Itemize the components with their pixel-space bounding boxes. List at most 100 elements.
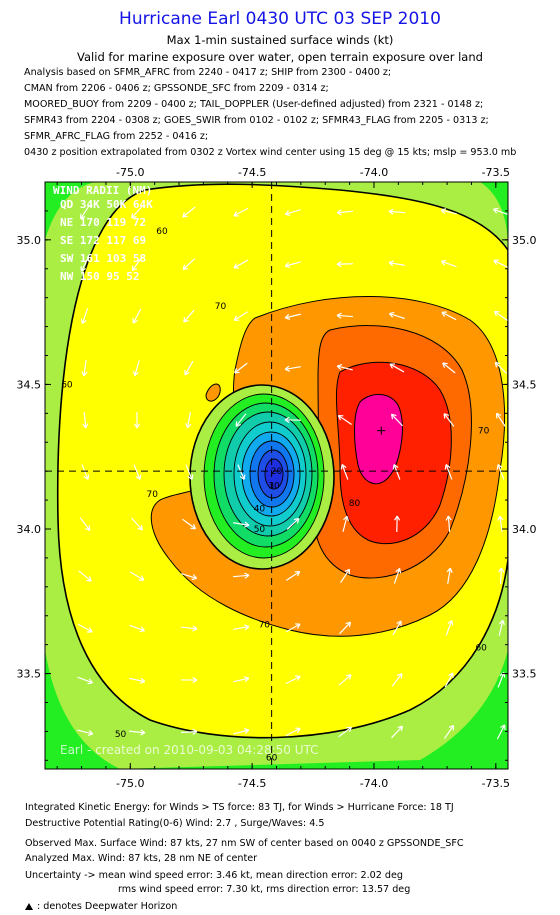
- x-tick-label-top: -74.0: [360, 166, 388, 179]
- wind-arrow: [342, 515, 350, 532]
- wind-arrow: [336, 209, 354, 216]
- analysis-line-1: Analysis based on SFMR_AFRC from 2240 - …: [24, 67, 392, 78]
- contour-field: [45, 182, 508, 769]
- wind-radii-row-ne: NE 170 119 72: [60, 216, 146, 229]
- wind-radii-row-nw: NW 150 95 52: [60, 270, 139, 283]
- wind-arrow: [80, 308, 89, 325]
- wind-arrow: [339, 621, 352, 635]
- wind-arrow: [391, 725, 404, 739]
- wind-arrow: [445, 620, 454, 636]
- contour-labels: 60 60 70 70 70 70 60 60 50 80 50 40 30 20: [61, 227, 489, 763]
- wind-arrow: [493, 259, 508, 269]
- wind-arrow: [445, 515, 452, 533]
- wind-arrow: [233, 259, 249, 269]
- contour-label: 40: [254, 505, 266, 515]
- wind-arrow: [340, 464, 349, 480]
- y-tick-label-left: 33.5: [17, 668, 42, 681]
- ike-line: Integrated Kinetic Energy: for Winds > T…: [25, 802, 454, 813]
- wind-arrow: [129, 677, 146, 684]
- wind-arrow: [235, 413, 247, 427]
- wind-arrow: [128, 729, 146, 736]
- wind-arrow: [237, 464, 246, 480]
- x-tick-label-top: -73.5: [482, 166, 510, 179]
- wind-arrow: [132, 308, 142, 324]
- wind-arrow: [338, 726, 352, 738]
- wind-arrow: [340, 568, 351, 583]
- wind-arrow: [446, 567, 453, 584]
- wind-arrow: [79, 517, 91, 531]
- wind-arrow: [182, 518, 197, 530]
- x-tick-label-top: -75.0: [116, 166, 144, 179]
- contour-label: 70: [146, 490, 158, 500]
- wind-radii-row-se: SE 172 117 69: [60, 234, 146, 247]
- chart-title: Hurricane Earl 0430 UTC 03 SEP 2010: [119, 9, 441, 29]
- eye-wind-minimum: [189, 384, 335, 570]
- contour-label: 50: [254, 525, 266, 535]
- watermark: Earl - created on 2010-09-03 04:28:50 UT…: [60, 743, 319, 757]
- contour-label: 60: [61, 380, 73, 390]
- subtitle-exposure: Valid for marine exposure over water, op…: [77, 50, 483, 64]
- wind-arrow: [131, 257, 143, 272]
- analysis-line-5: SFMR_AFRC_FLAG from 2252 - 0416 z;: [24, 131, 209, 142]
- y-tick-label-right: 34.5: [512, 378, 537, 391]
- wind-arrow: [232, 572, 250, 579]
- wind-arrow: [180, 625, 198, 632]
- wind-arrow: [394, 515, 401, 533]
- wind-arrow: [284, 261, 301, 269]
- deepwater-horizon-marker-icon: [25, 903, 33, 910]
- wind-arrow: [496, 724, 506, 740]
- wind-arrow: [284, 365, 301, 372]
- wind-arrow: [493, 310, 508, 322]
- wind-arrow: [285, 623, 301, 633]
- wind-arrow: [388, 311, 405, 320]
- wind-arrow: [184, 360, 194, 376]
- wind-arrow: [233, 676, 250, 683]
- wind-arrow: [388, 260, 405, 267]
- fill-max-core: [354, 394, 403, 485]
- wind-arrow: [182, 258, 196, 271]
- y-tick-label-right: 35.0: [512, 234, 537, 247]
- y-tick-label-left: 34.0: [17, 523, 42, 536]
- wind-arrow: [286, 517, 300, 530]
- contour-label: 70: [259, 620, 271, 630]
- contour-label: 70: [215, 302, 227, 312]
- wind-arrow: [285, 727, 301, 737]
- wind-arrow: [443, 413, 455, 427]
- wind-arrow: [182, 206, 196, 218]
- contour-label: 70: [478, 427, 490, 437]
- contour-label: 60: [156, 227, 168, 237]
- wind-vector-arrows: [77, 204, 508, 740]
- wind-arrow: [336, 261, 354, 268]
- wind-arrow: [443, 724, 455, 739]
- wind-arrow: [440, 259, 457, 268]
- contour-label: 50: [115, 730, 127, 740]
- contour-label: 60: [266, 753, 278, 763]
- analyzed-max-line: Analyzed Max. Wind: 87 kts, 28 nm NE of …: [25, 853, 258, 864]
- fill-70-80-small: [205, 383, 221, 402]
- wind-arrow: [390, 413, 403, 427]
- wind-arrow: [183, 309, 195, 323]
- wind-arrow: [392, 464, 401, 480]
- wind-arrow: [285, 571, 301, 581]
- wind-arrow: [185, 412, 192, 429]
- wind-arrow: [78, 570, 92, 582]
- contour-label: 20: [271, 467, 283, 477]
- wind-radii-header: QD 34K 50K 64K: [60, 198, 153, 211]
- wind-arrow: [81, 359, 88, 377]
- wind-arrow: [80, 256, 90, 272]
- wind-arrow: [442, 362, 456, 374]
- wind-arrow: [498, 567, 505, 585]
- contour-label: 80: [349, 499, 361, 509]
- y-tick-label-left: 34.5: [17, 378, 42, 391]
- y-tick-label-right: 34.0: [512, 523, 537, 536]
- y-tick-label-right: 33.5: [512, 668, 537, 681]
- wind-arrow: [337, 414, 352, 425]
- x-tick-label-bottom: -75.0: [116, 777, 144, 790]
- analysis-line-3: MOORED_BUOY from 2209 - 0400 z; TAIL_DOP…: [24, 99, 484, 110]
- wind-arrow: [389, 363, 405, 373]
- wind-arrow: [82, 411, 89, 429]
- wind-arrow: [180, 676, 198, 684]
- wind-arrow: [444, 672, 454, 688]
- max-wind-plus-marker: [377, 426, 386, 435]
- wind-arrow: [496, 464, 505, 480]
